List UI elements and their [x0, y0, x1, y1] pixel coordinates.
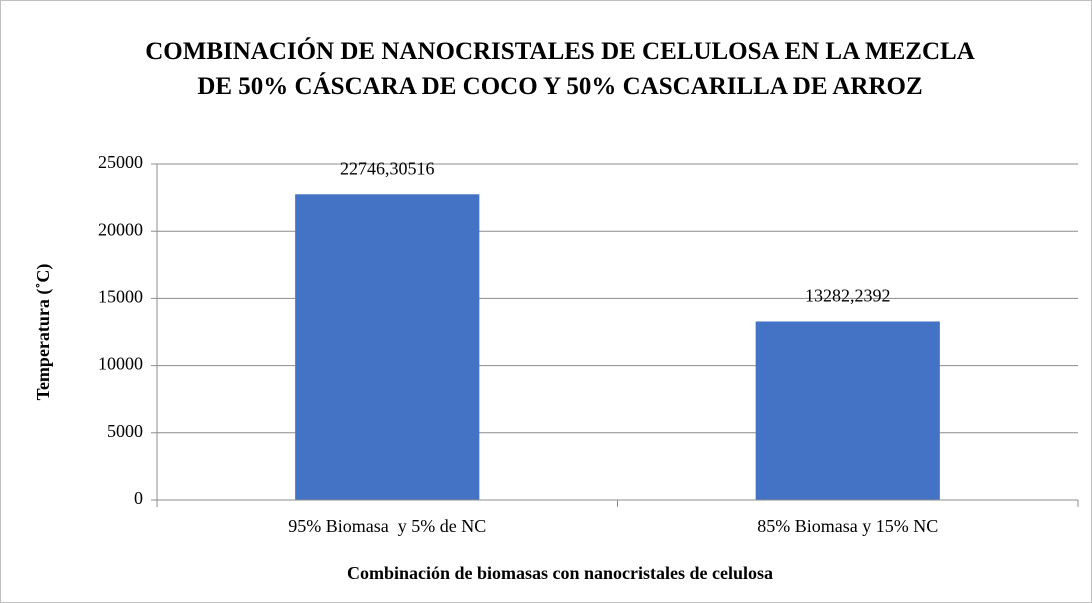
x-tick-label: 85% Biomasa y 15% NC [757, 516, 938, 536]
y-tick-label: 0 [134, 488, 143, 508]
y-tick-label: 10000 [98, 354, 143, 374]
bar [295, 194, 480, 500]
y-tick-label: 25000 [98, 152, 143, 172]
x-tick-label: 95% Biomasa y 5% de NC [288, 516, 486, 536]
y-tick-label: 5000 [107, 421, 143, 441]
x-axis-label: Combinación de biomasas con nanocristale… [347, 563, 773, 583]
data-label: 13282,2392 [805, 286, 891, 306]
chart-title: COMBINACIÓN DE NANOCRISTALES DE CELULOSA… [145, 38, 982, 100]
data-label: 22746,30516 [340, 158, 435, 178]
bar [755, 321, 940, 500]
y-tick-label: 15000 [98, 287, 143, 307]
y-tick-label: 20000 [98, 219, 143, 239]
y-axis-label: Temperatura (˚C) [33, 264, 54, 401]
